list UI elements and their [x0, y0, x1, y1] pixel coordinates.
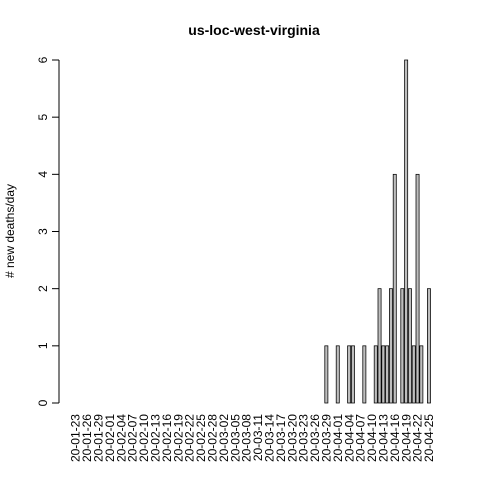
x-tick-label: 20-04-01 [331, 414, 345, 462]
x-tick-label: 20-02-04 [114, 414, 128, 462]
x-tick-label: 20-04-22 [411, 414, 425, 462]
bar [347, 345, 352, 404]
x-tick-label: 20-03-17 [274, 414, 288, 462]
x-tick-label: 20-04-10 [365, 414, 379, 462]
bar [400, 288, 405, 404]
x-tick-label: 20-02-19 [171, 414, 185, 462]
x-tick-label: 20-02-10 [137, 414, 151, 462]
x-axis: 20-01-2320-01-2620-01-2920-02-0120-02-04… [69, 414, 436, 462]
x-tick-label: 20-03-23 [297, 414, 311, 462]
x-tick-label: 20-02-25 [194, 414, 208, 462]
x-tick-label: 20-03-20 [285, 414, 299, 462]
y-tick-label: 1 [36, 342, 50, 349]
y-tick-label: 2 [36, 285, 50, 292]
bar [415, 173, 420, 404]
x-tick-label: 20-03-11 [251, 414, 265, 461]
y-axis: 0 1 2 3 4 5 6 [36, 56, 60, 406]
bar [373, 345, 378, 404]
bar [411, 345, 416, 404]
x-tick-label: 20-02-13 [149, 414, 163, 462]
bar [419, 345, 424, 404]
bar [392, 173, 397, 404]
bar [351, 345, 355, 404]
x-tick-label: 20-04-25 [422, 414, 436, 462]
bar [324, 345, 329, 404]
y-tick-label: 6 [36, 56, 50, 63]
x-tick-label: 20-01-29 [92, 414, 106, 462]
x-tick-label: 20-03-08 [240, 414, 254, 462]
bar [381, 345, 386, 404]
bar [362, 345, 367, 404]
x-tick-label: 20-02-28 [206, 414, 220, 462]
x-tick-label: 20-03-26 [308, 414, 322, 462]
x-tick-label: 20-04-13 [377, 414, 391, 462]
x-tick-label: 20-02-01 [103, 414, 117, 462]
bar [335, 345, 340, 404]
x-tick-label: 20-03-14 [263, 414, 277, 462]
x-tick-label: 20-02-22 [183, 414, 197, 462]
bar [408, 288, 412, 404]
x-tick-label: 20-03-05 [228, 414, 242, 462]
bar [427, 288, 431, 404]
bar [404, 59, 409, 404]
bars-group [324, 59, 431, 404]
y-tick-label: 5 [36, 114, 50, 121]
x-tick-label: 20-04-04 [342, 414, 356, 462]
x-tick-label: 20-02-07 [126, 414, 140, 462]
bar [389, 288, 393, 404]
x-tick-label: 20-01-23 [69, 414, 83, 462]
y-tick-label: 4 [36, 171, 50, 178]
bar [377, 288, 382, 404]
x-tick-label: 20-04-19 [399, 414, 413, 462]
y-tick-label: 3 [36, 228, 50, 235]
bar [385, 345, 390, 404]
x-tick-label: 20-02-16 [160, 414, 174, 462]
chart-title: us-loc-west-virginia [188, 22, 320, 38]
x-tick-label: 20-01-26 [80, 414, 94, 462]
x-tick-label: 20-03-29 [320, 414, 334, 462]
y-axis-label: # new deaths/day [3, 184, 17, 278]
y-tick-label: 0 [36, 399, 50, 406]
x-tick-label: 20-04-16 [388, 414, 402, 462]
x-tick-label: 20-04-07 [354, 414, 368, 462]
x-tick-label: 20-03-02 [217, 414, 231, 462]
